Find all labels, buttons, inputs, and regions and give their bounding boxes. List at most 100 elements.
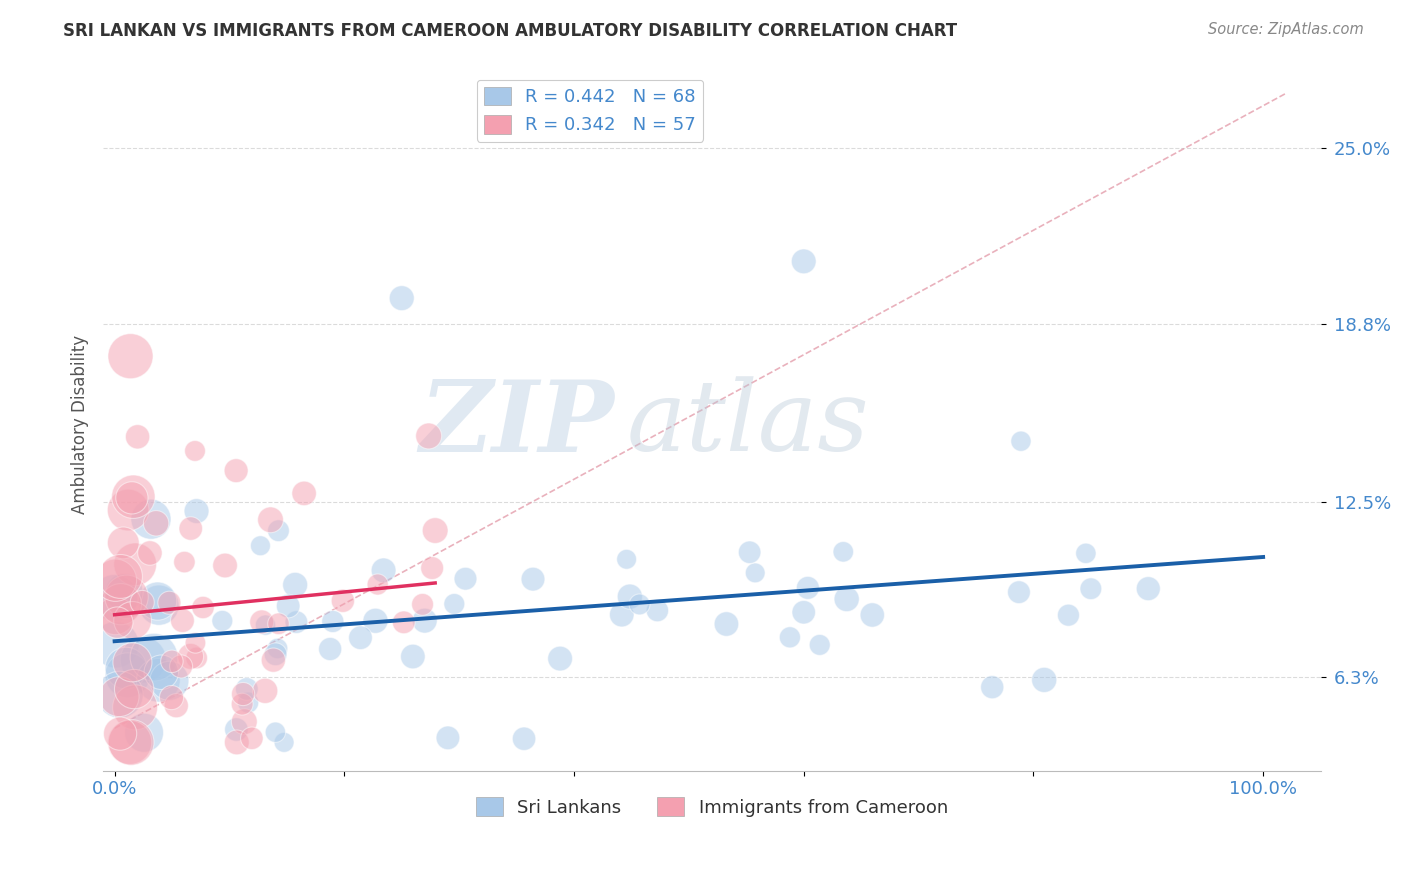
Point	[264, 647, 287, 661]
Point	[225, 723, 247, 737]
Point	[122, 682, 145, 697]
Point	[364, 614, 387, 628]
Point	[121, 491, 143, 505]
Y-axis label: Ambulatory Disability: Ambulatory Disability	[72, 334, 89, 514]
Point	[146, 594, 169, 608]
Point	[373, 563, 395, 577]
Point	[797, 581, 820, 595]
Point	[115, 590, 138, 604]
Point	[143, 650, 166, 665]
Point	[165, 698, 187, 713]
Point	[420, 561, 443, 575]
Point	[402, 649, 425, 664]
Point	[1057, 608, 1080, 623]
Point	[259, 513, 281, 527]
Point	[273, 735, 295, 749]
Point	[112, 585, 135, 599]
Point	[981, 680, 1004, 694]
Point	[367, 577, 389, 591]
Point	[418, 429, 440, 443]
Point	[240, 731, 263, 746]
Point	[191, 600, 214, 615]
Text: SRI LANKAN VS IMMIGRANTS FROM CAMEROON AMBULATORY DISABILITY CORRELATION CHART: SRI LANKAN VS IMMIGRANTS FROM CAMEROON A…	[63, 22, 957, 40]
Point	[254, 618, 277, 632]
Point	[322, 615, 344, 629]
Point	[267, 616, 290, 631]
Point	[108, 688, 131, 702]
Point	[117, 503, 139, 517]
Point	[122, 490, 145, 504]
Point	[793, 605, 815, 619]
Point	[808, 638, 831, 652]
Text: atlas: atlas	[627, 376, 869, 472]
Point	[254, 683, 277, 698]
Point	[148, 598, 170, 612]
Point	[548, 651, 571, 665]
Point	[262, 653, 284, 667]
Point	[249, 539, 271, 553]
Point	[172, 614, 194, 628]
Point	[170, 659, 193, 673]
Point	[744, 566, 766, 580]
Point	[157, 596, 180, 610]
Point	[522, 572, 544, 586]
Point	[616, 552, 638, 566]
Point	[124, 558, 146, 572]
Point	[139, 512, 162, 526]
Point	[832, 545, 855, 559]
Point	[332, 594, 354, 608]
Point	[108, 690, 131, 704]
Point	[233, 714, 256, 729]
Point	[157, 673, 180, 688]
Point	[139, 546, 162, 560]
Point	[454, 572, 477, 586]
Point	[628, 598, 651, 612]
Point	[779, 630, 801, 644]
Point	[186, 651, 208, 665]
Point	[1008, 585, 1031, 599]
Point	[266, 641, 288, 656]
Point	[391, 291, 413, 305]
Legend: Sri Lankans, Immigrants from Cameroon: Sri Lankans, Immigrants from Cameroon	[468, 790, 955, 824]
Point	[124, 700, 146, 714]
Text: ZIP: ZIP	[419, 376, 614, 473]
Point	[1010, 434, 1032, 449]
Point	[118, 735, 141, 749]
Point	[349, 631, 371, 645]
Point	[264, 725, 287, 739]
Point	[610, 607, 633, 622]
Point	[120, 349, 142, 363]
Point	[110, 569, 132, 583]
Point	[180, 649, 202, 664]
Point	[292, 486, 315, 500]
Point	[104, 638, 127, 652]
Point	[236, 696, 259, 710]
Point	[412, 598, 434, 612]
Point	[860, 607, 883, 622]
Point	[104, 608, 127, 623]
Point	[425, 524, 447, 538]
Point	[186, 504, 208, 518]
Point	[250, 615, 273, 629]
Point	[225, 464, 247, 478]
Point	[513, 731, 536, 746]
Point	[110, 597, 132, 611]
Point	[127, 430, 149, 444]
Point	[284, 578, 307, 592]
Point	[184, 636, 207, 650]
Point	[132, 653, 155, 667]
Point	[160, 690, 183, 705]
Point	[413, 614, 436, 628]
Point	[160, 654, 183, 668]
Point	[132, 725, 155, 739]
Point	[793, 254, 815, 268]
Point	[104, 573, 127, 587]
Text: Source: ZipAtlas.com: Source: ZipAtlas.com	[1208, 22, 1364, 37]
Point	[214, 558, 236, 573]
Point	[108, 726, 131, 740]
Point	[225, 735, 247, 749]
Point	[443, 597, 465, 611]
Point	[121, 614, 143, 628]
Point	[104, 591, 127, 605]
Point	[131, 595, 153, 609]
